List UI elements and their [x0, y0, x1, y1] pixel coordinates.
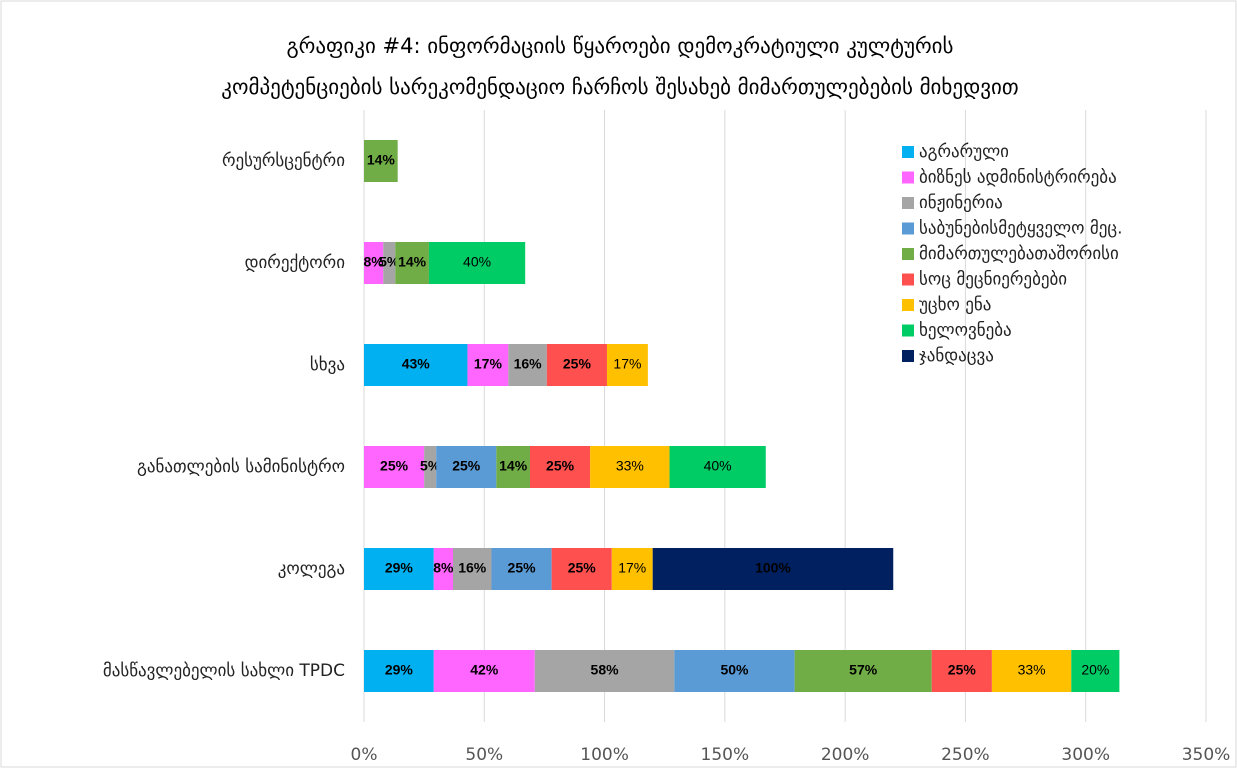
legend-swatch: [902, 171, 914, 184]
bar-segment: [551, 548, 612, 590]
bar-segment: [991, 650, 1072, 692]
bar-segment: [496, 446, 530, 488]
data-label: 20%: [1081, 662, 1109, 678]
data-label: 40%: [704, 458, 732, 474]
bar-segment: [453, 548, 492, 590]
legend-label: სოც მეცნიერებები: [919, 270, 1067, 290]
bar-segment: [364, 650, 434, 692]
bar-segment: [364, 446, 425, 488]
data-label: 29%: [385, 662, 414, 678]
data-label: 25%: [380, 458, 409, 474]
bar-segment: [433, 548, 454, 590]
x-tick-label: 250%: [941, 745, 990, 765]
bar-segment: [508, 344, 547, 386]
legend-label: აგრარული: [919, 142, 1009, 162]
data-label: 14%: [367, 152, 396, 168]
bar-segment: [395, 242, 429, 284]
data-label: 25%: [546, 458, 575, 474]
data-label: 5%: [420, 458, 441, 474]
data-label: 25%: [508, 560, 537, 576]
data-label: 25%: [948, 662, 977, 678]
x-tick-label: 300%: [1061, 745, 1110, 765]
data-label: 57%: [849, 662, 878, 678]
data-label: 25%: [452, 458, 481, 474]
data-label: 14%: [398, 254, 427, 270]
data-label: 8%: [364, 254, 385, 270]
y-tick-label: კოლეგა: [278, 559, 345, 579]
data-label: 42%: [470, 662, 499, 678]
legend-swatch: [902, 350, 914, 362]
legend-label: ხელოვნება: [919, 321, 1012, 341]
bar-segment: [433, 650, 535, 692]
legend-label: ჯანდაცვა: [919, 346, 994, 366]
bar-segment: [606, 344, 648, 386]
x-tick-label: 50%: [465, 745, 503, 765]
y-tick-label: რესურსცენტრი: [222, 151, 345, 171]
legend-label: უცხო ენა: [919, 295, 991, 315]
bar-segment: [669, 446, 766, 488]
bar-segment: [674, 650, 795, 692]
bar-segment: [364, 242, 384, 284]
bar-segment: [491, 548, 552, 590]
bar-segment: [467, 344, 509, 386]
legend-swatch: [902, 273, 914, 286]
bar-segment: [383, 242, 396, 284]
data-label: 16%: [514, 356, 543, 372]
data-label: 17%: [474, 356, 503, 372]
data-label: 17%: [618, 560, 646, 576]
x-tick-label: 0%: [351, 745, 378, 765]
legend-swatch: [902, 146, 914, 158]
bar-segment: [364, 140, 398, 182]
y-tick-label: სხვა: [310, 355, 345, 375]
data-label: 50%: [720, 662, 749, 678]
legend-label: ინჟინერია: [919, 193, 1003, 213]
legend-label: ბიზნეს ადმინისტრირება: [919, 168, 1117, 188]
data-label: 25%: [563, 356, 592, 372]
bar-segment: [364, 548, 434, 590]
bar-segment: [534, 650, 675, 692]
data-label: 100%: [755, 560, 791, 576]
legend-swatch: [902, 248, 914, 260]
x-tick-label: 100%: [580, 745, 629, 765]
legend-swatch: [902, 197, 914, 209]
data-label: 33%: [1018, 662, 1046, 678]
x-tick-label: 350%: [1182, 745, 1231, 765]
legend-swatch: [902, 324, 914, 337]
data-label: 16%: [458, 560, 487, 576]
bar-segment: [931, 650, 992, 692]
y-tick-label: მასწავლებელის სახლი TPDC: [103, 661, 345, 681]
legend-swatch: [902, 222, 914, 235]
legend-label: საბუნებისმეტყველო მეც.: [919, 219, 1122, 239]
data-label: 43%: [402, 356, 431, 372]
data-label: 58%: [591, 662, 620, 678]
chart-title: კომპეტენციების სარეკომენდაციო ჩარჩოს შეს…: [221, 75, 1018, 99]
x-tick-label: 200%: [821, 745, 870, 765]
chart-title: გრაფიკი #4: ინფორმაციის წყაროები დემოკრა…: [286, 34, 953, 58]
bar-segment: [590, 446, 670, 488]
data-label: 17%: [613, 356, 641, 372]
bar-segment: [652, 548, 894, 590]
bar-segment: [546, 344, 607, 386]
bar-segment: [611, 548, 653, 590]
data-label: 33%: [616, 458, 644, 474]
bar-segment: [428, 242, 526, 284]
x-tick-label: 150%: [701, 745, 750, 765]
bar-segment: [436, 446, 497, 488]
bar-segment: [794, 650, 932, 692]
bar-segment: [529, 446, 591, 488]
data-label: 5%: [379, 254, 400, 270]
data-label: 29%: [385, 560, 414, 576]
bar-segment: [424, 446, 437, 488]
data-label: 8%: [433, 560, 454, 576]
data-label: 25%: [568, 560, 597, 576]
y-tick-label: დირექტორი: [245, 253, 345, 273]
y-tick-label: განათლების სამინისტრო: [137, 457, 345, 477]
data-label: 40%: [463, 254, 491, 270]
legend-swatch: [902, 299, 914, 311]
bar-segment: [364, 344, 468, 386]
data-label: 14%: [499, 458, 528, 474]
legend-label: მიმართულებათაშორისი: [919, 244, 1119, 264]
bar-segment: [1071, 650, 1120, 692]
